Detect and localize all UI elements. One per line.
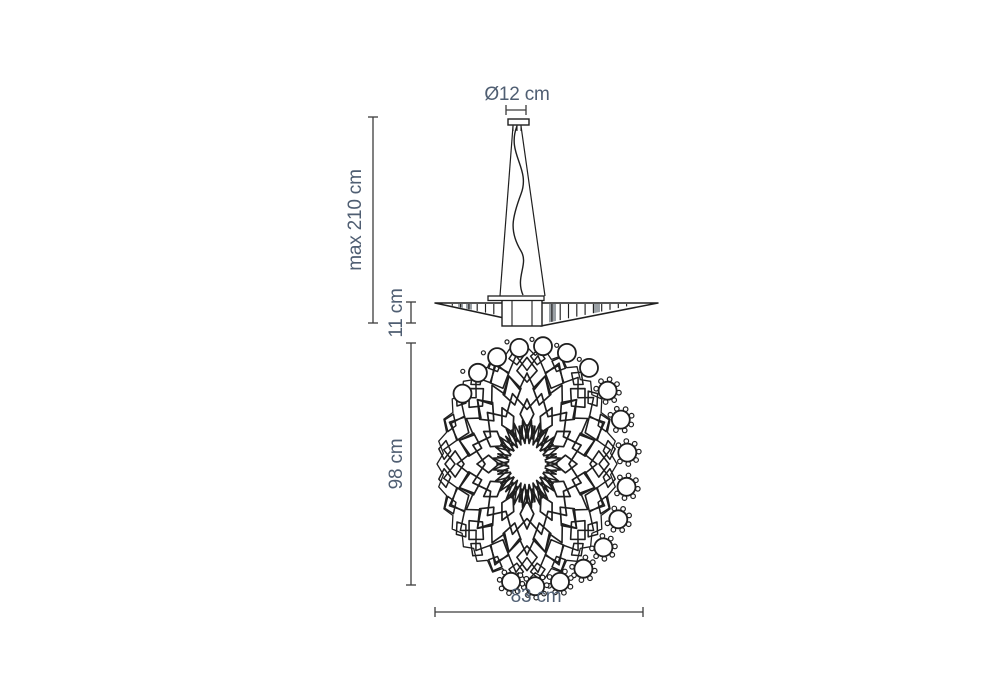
max-drop-height-label: max 210 cm [345, 169, 366, 271]
diffuser-front-height-label: 98 cm [386, 438, 407, 490]
diffuser-front-width-label: 83 cm [510, 586, 562, 607]
suspension-group [499, 118, 546, 297]
diffuser-side-height-label: 11 cm [386, 288, 407, 338]
canopy-diameter-label: Ø12 cm [484, 84, 550, 105]
shade-front-view [436, 336, 642, 601]
dimension-lines [368, 105, 644, 617]
shade-side-view [434, 295, 659, 327]
